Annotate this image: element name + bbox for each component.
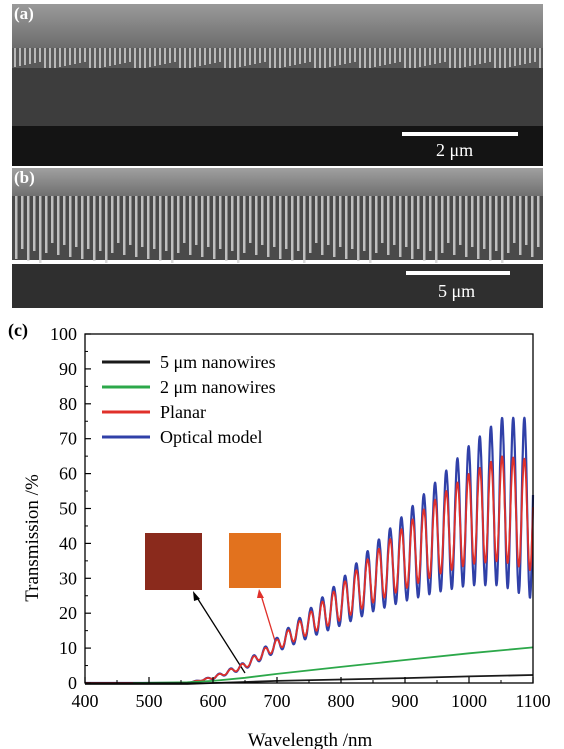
sem-image-panel-b: (b) 5 μm bbox=[12, 168, 543, 308]
inset-swatch-dark bbox=[145, 533, 202, 590]
inset-arrowhead-red bbox=[257, 589, 264, 598]
x-tick-label: 700 bbox=[264, 691, 291, 711]
x-tick-label: 400 bbox=[72, 691, 99, 711]
inset-arrowhead-black bbox=[193, 591, 200, 601]
y-tick-label: 80 bbox=[59, 394, 77, 414]
legend-label: Planar bbox=[160, 402, 206, 422]
sem-image-panel-a: (a) 2 μm bbox=[12, 4, 543, 166]
scale-bar-b bbox=[406, 271, 510, 275]
y-tick-label: 10 bbox=[59, 638, 77, 658]
y-tick-label: 30 bbox=[59, 568, 77, 588]
nanowires-b bbox=[15, 196, 540, 263]
axes: 400 500 600 700 800 900 1000 1100 0 10 20 30 40 50 60 7… bbox=[50, 324, 551, 711]
legend-label: 5 μm nanowires bbox=[160, 352, 276, 372]
panel-b-label: (b) bbox=[14, 168, 35, 187]
y-tick-label: 70 bbox=[59, 429, 77, 449]
y-tick-label: 0 bbox=[68, 673, 77, 693]
transmission-chart: (c) 400 500 600 700 800 900 1000 1100 0 10 20 30 40 5… bbox=[8, 320, 551, 749]
legend-label: Optical model bbox=[160, 427, 262, 447]
series-line-1 bbox=[132, 646, 534, 684]
y-axis-label: Transmission /% bbox=[22, 474, 43, 602]
scale-bar-a bbox=[402, 132, 518, 136]
nanowires-a bbox=[14, 48, 541, 70]
legend: 5 μm nanowires 2 μm nanowires Planar Optica… bbox=[102, 352, 276, 447]
inset-arrow-red bbox=[260, 594, 276, 642]
y-tick-label: 60 bbox=[59, 464, 77, 484]
panel-a-label: (a) bbox=[14, 4, 34, 23]
x-tick-label: 500 bbox=[136, 691, 163, 711]
x-tick-label: 600 bbox=[200, 691, 227, 711]
legend-label: 2 μm nanowires bbox=[160, 377, 276, 397]
inset-color-swatches bbox=[145, 533, 281, 674]
y-tick-label: 50 bbox=[59, 499, 77, 519]
inset-arrow-black bbox=[195, 595, 246, 674]
x-axis-label: Wavelength /nm bbox=[248, 730, 373, 749]
x-tick-label: 1100 bbox=[515, 691, 550, 711]
panel-c-label: (c) bbox=[8, 320, 28, 341]
y-tick-label: 90 bbox=[59, 359, 77, 379]
y-tick-label: 20 bbox=[59, 603, 77, 623]
x-tick-label: 1000 bbox=[451, 691, 487, 711]
x-tick-label: 900 bbox=[392, 691, 419, 711]
scale-bar-b-label: 5 μm bbox=[438, 281, 476, 301]
y-tick-label: 100 bbox=[50, 324, 77, 344]
scale-bar-a-label: 2 μm bbox=[436, 140, 474, 160]
x-tick-label: 800 bbox=[328, 691, 355, 711]
y-tick-label: 40 bbox=[59, 533, 77, 553]
inset-swatch-light bbox=[229, 533, 281, 588]
